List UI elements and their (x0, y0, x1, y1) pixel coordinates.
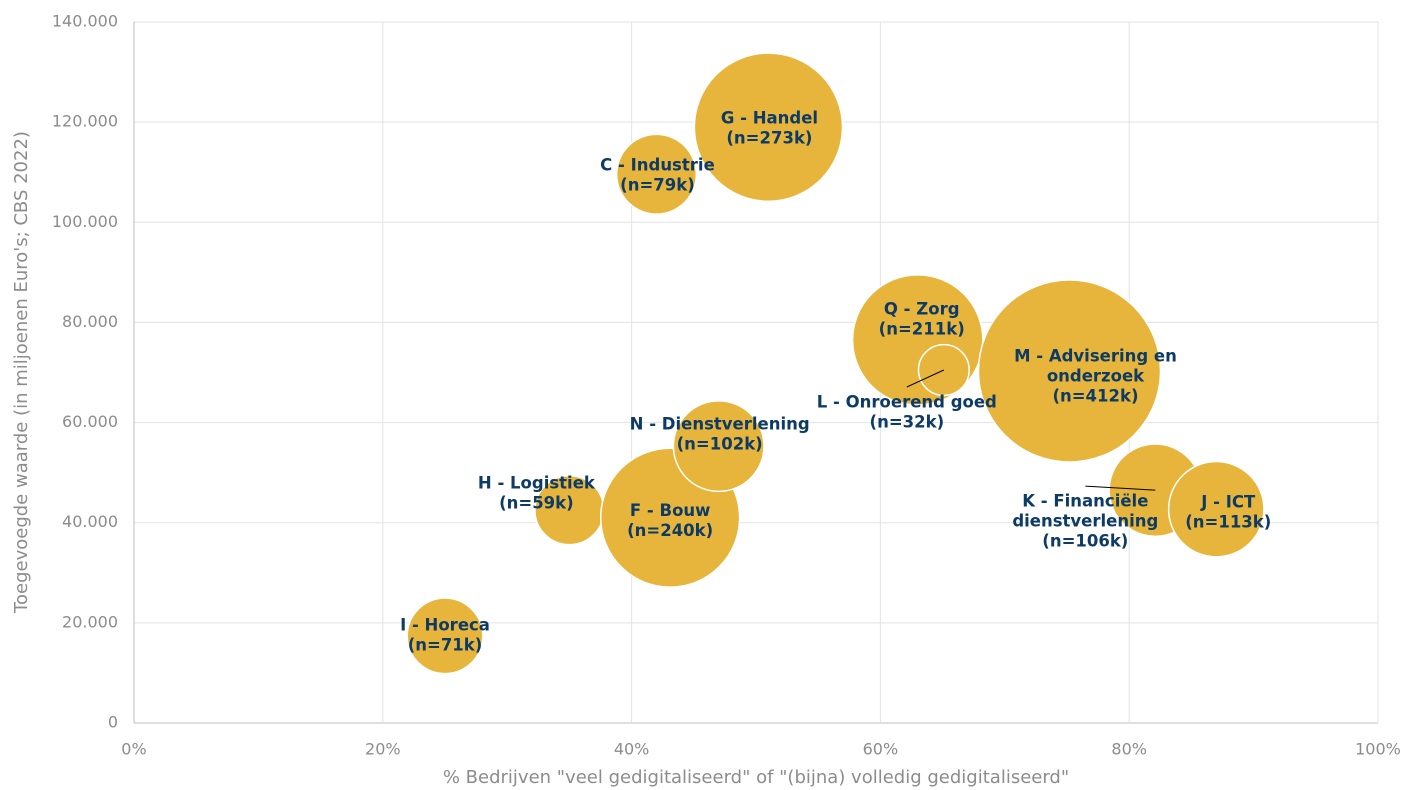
y-tick-label: 40.000 (62, 512, 118, 531)
leader-line (906, 369, 945, 388)
bubble-label: dienstverlening (1012, 512, 1158, 531)
y-tick-label: 60.000 (62, 412, 118, 431)
bubble-label: F - Bouw (630, 501, 711, 520)
bubble (1167, 460, 1265, 558)
bubble-label: (n=211k) (879, 319, 965, 338)
bubble-label: onderzoek (1047, 366, 1145, 385)
bubble-label: K - Financiële (1022, 492, 1148, 511)
bubble-label: I - Horeca (400, 615, 490, 634)
x-tick-label: 60% (863, 740, 899, 759)
bubble (615, 133, 698, 215)
leader-line (1085, 485, 1156, 491)
x-axis-title: % Bedrijven "veel gedigitaliseerd" of "(… (443, 767, 1069, 788)
x-tick-label: 20% (365, 740, 401, 759)
bubble (693, 52, 844, 202)
x-tick-label: 0% (121, 740, 146, 759)
y-tick-label: 20.000 (62, 612, 118, 631)
bubble-label: J - ICT (1200, 493, 1256, 512)
bubble-label: (n=273k) (726, 129, 812, 148)
bubble-label: (n=106k) (1042, 532, 1128, 551)
bubble-label: N - Dienstverlening (630, 415, 810, 434)
bubble-label: M - Advisering en (1014, 346, 1177, 365)
y-axis-title: Toegevoegde waarde (in miljoenen Euro's;… (11, 131, 32, 614)
bubble-label: (n=412k) (1052, 386, 1138, 405)
bubble-label: Q - Zorg (884, 299, 960, 318)
bubble-label: (n=71k) (408, 635, 483, 654)
bubble-label: G - Handel (721, 109, 818, 128)
y-tick-label: 140.000 (52, 12, 118, 31)
bubble-label: (n=32k) (870, 412, 945, 431)
y-tick-label: 80.000 (62, 312, 118, 331)
x-tick-label: 40% (614, 740, 650, 759)
x-tick-label: 80% (1111, 740, 1147, 759)
bubble-label: C - Industrie (600, 156, 715, 175)
y-tick-label: 120.000 (52, 112, 118, 131)
bubble-label: (n=102k) (677, 435, 763, 454)
bubble-label: H - Logistiek (478, 474, 596, 493)
bubble-label: (n=240k) (627, 521, 713, 540)
bubble-label: (n=113k) (1185, 513, 1271, 532)
bubble-label: L - Onroerend goed (817, 392, 997, 411)
bubble-label: (n=79k) (620, 176, 695, 195)
bubble (672, 400, 765, 493)
y-tick-label: 0 (108, 713, 118, 732)
y-tick-label: 100.000 (52, 212, 118, 231)
bubble (406, 597, 484, 675)
x-tick-label: 100% (1355, 740, 1401, 759)
bubble-label: (n=59k) (499, 494, 574, 513)
bubble (977, 279, 1162, 463)
